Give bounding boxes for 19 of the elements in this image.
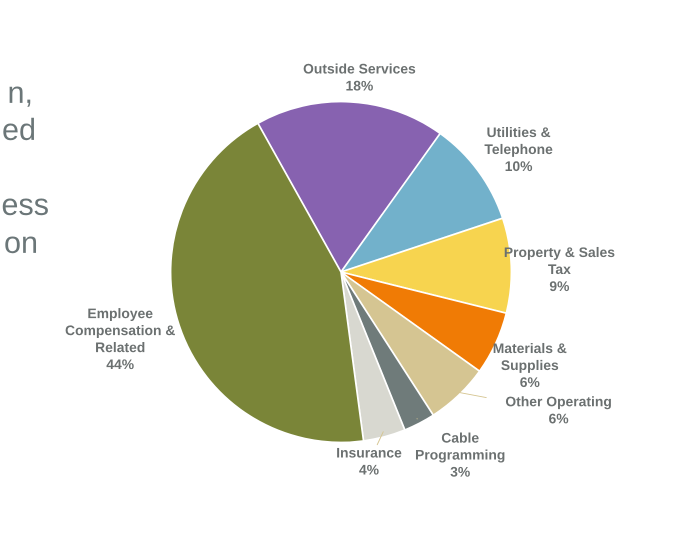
- data-label: 3%: [450, 466, 470, 477]
- slice-label: Employee Compensation & Related: [66, 308, 175, 352]
- text: ess: [2, 198, 48, 216]
- slice-label: Insurance: [337, 448, 402, 458]
- text: on: [5, 236, 36, 254]
- data-label: 6%: [549, 414, 568, 424]
- slice-label: Utilities & Telephone: [484, 126, 552, 157]
- text: ed: [3, 118, 34, 140]
- legend-label: Other Operating: [506, 396, 611, 410]
- slice-label: Materials & Supplies: [494, 342, 566, 373]
- data-label: 9%: [550, 281, 570, 292]
- data-label: 4%: [359, 464, 379, 475]
- data-label: 6%: [520, 377, 540, 388]
- text: n,: [10, 86, 30, 107]
- data-label: 10%: [506, 161, 532, 172]
- data-label: 44%: [106, 359, 134, 370]
- data-label: 18%: [346, 80, 373, 91]
- slice-label: Cable Programming: [416, 432, 504, 463]
- slice-label: Outside Services: [304, 63, 416, 74]
